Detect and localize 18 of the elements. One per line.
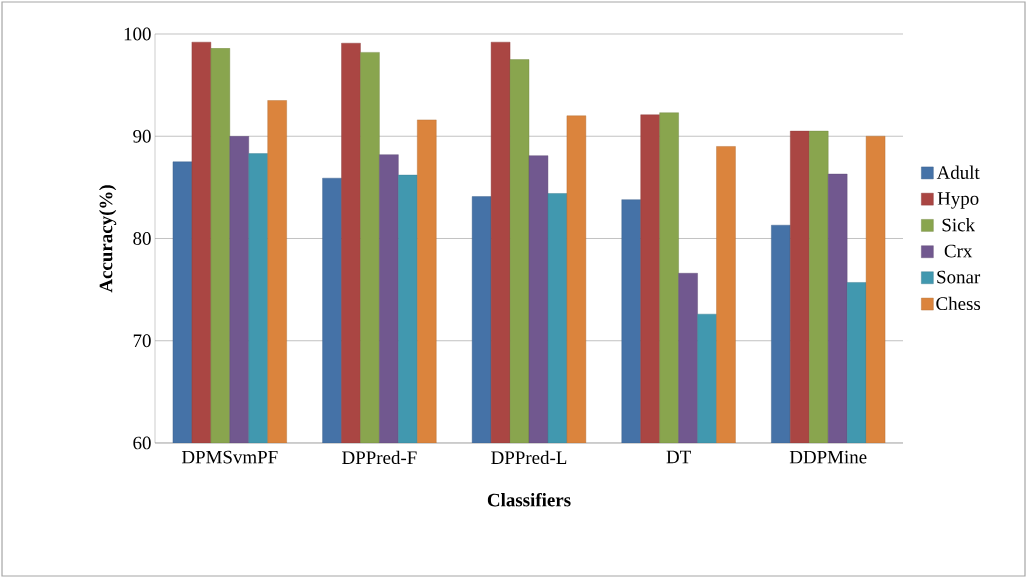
x-tick-label: DPPred-L: [491, 450, 567, 465]
legend-label: Chess: [936, 296, 981, 311]
x-axis-title: Classifiers: [487, 492, 571, 507]
y-tick-label: 100: [124, 27, 151, 41]
y-axis-title: Accuracy(%): [99, 185, 117, 293]
x-tick-label: DT: [666, 450, 691, 464]
legend-label: Sonar: [937, 270, 981, 284]
legend-label: Hypo: [937, 192, 979, 209]
legend-label: Adult: [936, 165, 980, 179]
y-tick-label: 90: [133, 129, 151, 143]
y-tick-label: 70: [133, 334, 151, 348]
x-tick-label: DDPMine: [789, 450, 867, 464]
y-tick-label: 60: [133, 436, 151, 450]
legend-label: Crx: [944, 244, 973, 258]
y-tick-label: 80: [133, 232, 151, 245]
legend-label: Sick: [942, 218, 975, 232]
x-tick-label: DPPred-F: [342, 450, 417, 465]
x-tick-label: DPMSvmPF: [181, 450, 278, 464]
